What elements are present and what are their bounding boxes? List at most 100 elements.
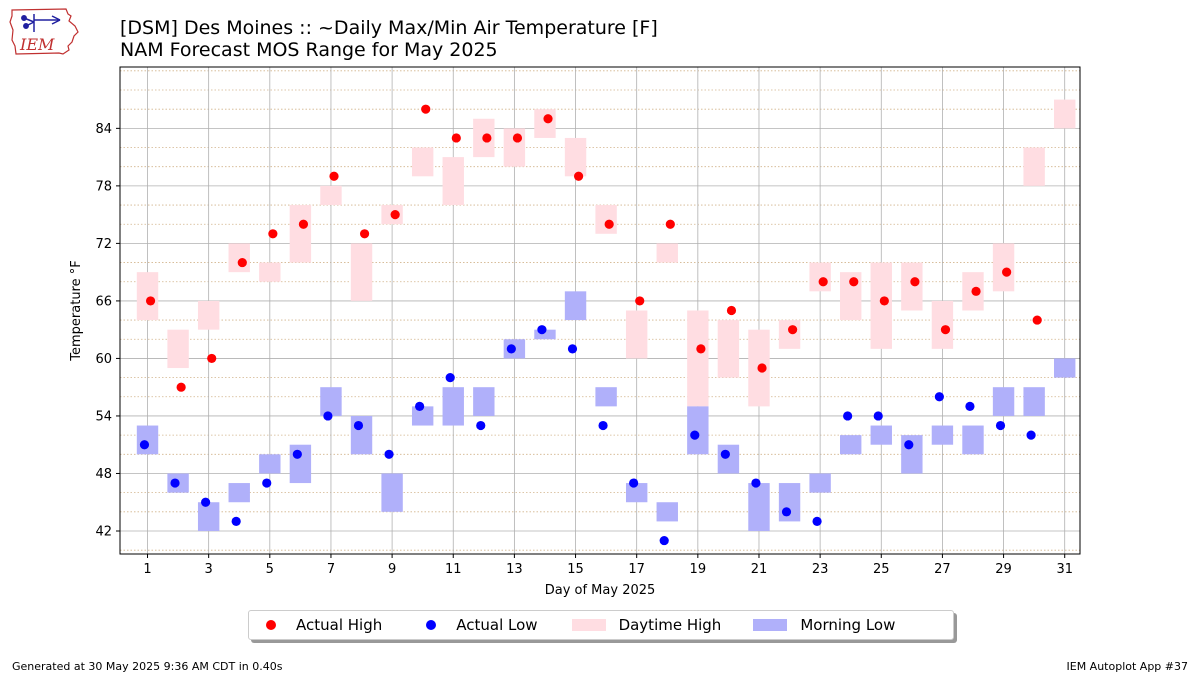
- actual-low-point: [965, 401, 975, 411]
- actual-high-point: [818, 277, 828, 287]
- actual-low-point: [904, 440, 914, 450]
- actual-low-point: [476, 420, 486, 431]
- morning-low-bar: [992, 387, 1015, 416]
- daytime-high-bar: [992, 243, 1015, 292]
- morning-low-bar: [564, 291, 587, 321]
- actual-low-point: [353, 420, 364, 431]
- daytime-high-bar: [320, 185, 342, 206]
- x-tick-label: 17: [628, 562, 645, 577]
- actual-high-point: [390, 210, 400, 220]
- daytime-high-bar: [717, 320, 740, 378]
- chart-title-line-2: NAM Forecast MOS Range for May 2025: [120, 39, 498, 61]
- morning-low-bar: [901, 435, 923, 474]
- daytime-high-bar: [564, 137, 587, 177]
- y-tick-label: 72: [95, 237, 112, 252]
- red-dot-icon: [266, 620, 276, 630]
- x-tick-label: 9: [388, 562, 396, 577]
- temperature-range-chart: 1 3 5 7 9 11 13 15 17 19 21 23 25 27 29 31 424854606672…: [69, 66, 1081, 598]
- morning-low-bar: [870, 425, 892, 445]
- y-axis-label: Temperature °F: [69, 260, 84, 361]
- daytime-high-bar: [442, 157, 464, 206]
- morning-low-bar: [1023, 387, 1045, 416]
- actual-low-point: [995, 420, 1006, 431]
- actual-high-point: [1002, 267, 1012, 277]
- actual-low-point: [384, 449, 394, 459]
- blue-dot-icon: [426, 620, 437, 630]
- x-axis-ticks: 1 3 5 7 9 11 13 15 17 19 21 23 25 27 29 31: [143, 554, 1073, 577]
- chart-title-line-1: [DSM] Des Moines :: ~Daily Max/Min Air T…: [120, 17, 658, 39]
- legend-item-daytime-high: Daytime High: [571, 611, 721, 639]
- y-tick-label: 42: [95, 524, 112, 539]
- daytime-high-bar: [595, 205, 617, 234]
- actual-high-point: [145, 296, 156, 306]
- daytime-high-bar: [809, 262, 831, 292]
- actual-high-point: [665, 219, 675, 229]
- actual-low-point: [567, 344, 578, 354]
- actual-high-point: [482, 133, 492, 143]
- actual-high-points: [145, 104, 1042, 392]
- logo-text: IEM: [19, 35, 55, 54]
- iowa-state-outline-icon: [9, 8, 79, 55]
- iem-logo: IEM: [9, 8, 79, 55]
- morning-low-bar: [687, 406, 709, 455]
- morning-low-bar: [411, 406, 434, 426]
- legend-label: Morning Low: [800, 616, 896, 634]
- legend-label: Actual High: [296, 616, 383, 634]
- actual-high-point: [451, 133, 461, 143]
- x-tick-label: 19: [690, 562, 707, 577]
- x-axis-label: Day of May 2025: [545, 583, 656, 598]
- actual-low-point: [873, 411, 883, 421]
- chart-legend: Actual High Actual Low Daytime High Morn…: [248, 610, 954, 640]
- x-tick-label: 15: [567, 562, 584, 577]
- x-tick-label: 5: [266, 562, 274, 577]
- app-id-label: IEM Autoplot App #37: [1066, 660, 1189, 673]
- morning-low-bar: [717, 444, 740, 474]
- morning-low-bar: [656, 502, 678, 522]
- actual-high-point: [971, 286, 981, 296]
- legend-item-morning-low: Morning Low: [753, 611, 895, 639]
- daytime-high-bar: [167, 329, 189, 369]
- actual-low-point: [720, 449, 730, 459]
- actual-low-point: [690, 430, 700, 440]
- actual-low-point: [537, 325, 547, 335]
- actual-low-point: [139, 440, 150, 450]
- morning-low-bar: [289, 444, 312, 484]
- morning-low-bar: [381, 473, 403, 512]
- morning-low-bar: [259, 454, 281, 474]
- actual-high-point: [940, 325, 951, 335]
- actual-low-point: [262, 478, 272, 488]
- plot-frame: [119, 66, 1081, 555]
- actual-low-point: [201, 497, 211, 507]
- legend-item-actual-low: Actual Low: [426, 611, 538, 639]
- legend-item-actual-high: Actual High: [266, 611, 382, 639]
- actual-low-point: [1026, 430, 1036, 440]
- actual-low-point: [843, 411, 853, 421]
- daytime-high-bar: [901, 262, 923, 311]
- actual-high-point: [268, 229, 278, 239]
- morning-low-bar: [809, 473, 831, 493]
- daytime-high-bar: [870, 262, 892, 349]
- actual-high-point: [176, 382, 186, 392]
- y-tick-label: 54: [95, 409, 112, 424]
- actual-high-point: [329, 171, 339, 181]
- x-tick-label: 1: [143, 562, 151, 577]
- lavender-patch-icon: [753, 619, 788, 631]
- weather-station-icon: [21, 14, 61, 32]
- actual-high-point: [910, 277, 920, 287]
- actual-high-point: [543, 114, 553, 124]
- morning-low-bar: [136, 425, 159, 455]
- major-gridlines: [120, 67, 1080, 554]
- actual-low-point: [629, 478, 639, 488]
- morning-low-bar: [962, 425, 984, 455]
- actual-low-point: [170, 478, 180, 488]
- morning-low-bar: [473, 387, 495, 416]
- daytime-high-bar: [259, 262, 281, 282]
- daytime-high-bar: [534, 109, 556, 138]
- y-tick-label: 60: [95, 352, 112, 367]
- actual-high-point: [1032, 315, 1042, 325]
- actual-low-point: [598, 420, 608, 431]
- actual-low-point: [445, 373, 455, 383]
- daytime-high-bar: [411, 147, 434, 177]
- daytime-high-bar: [625, 310, 648, 359]
- morning-low-bar: [320, 387, 342, 416]
